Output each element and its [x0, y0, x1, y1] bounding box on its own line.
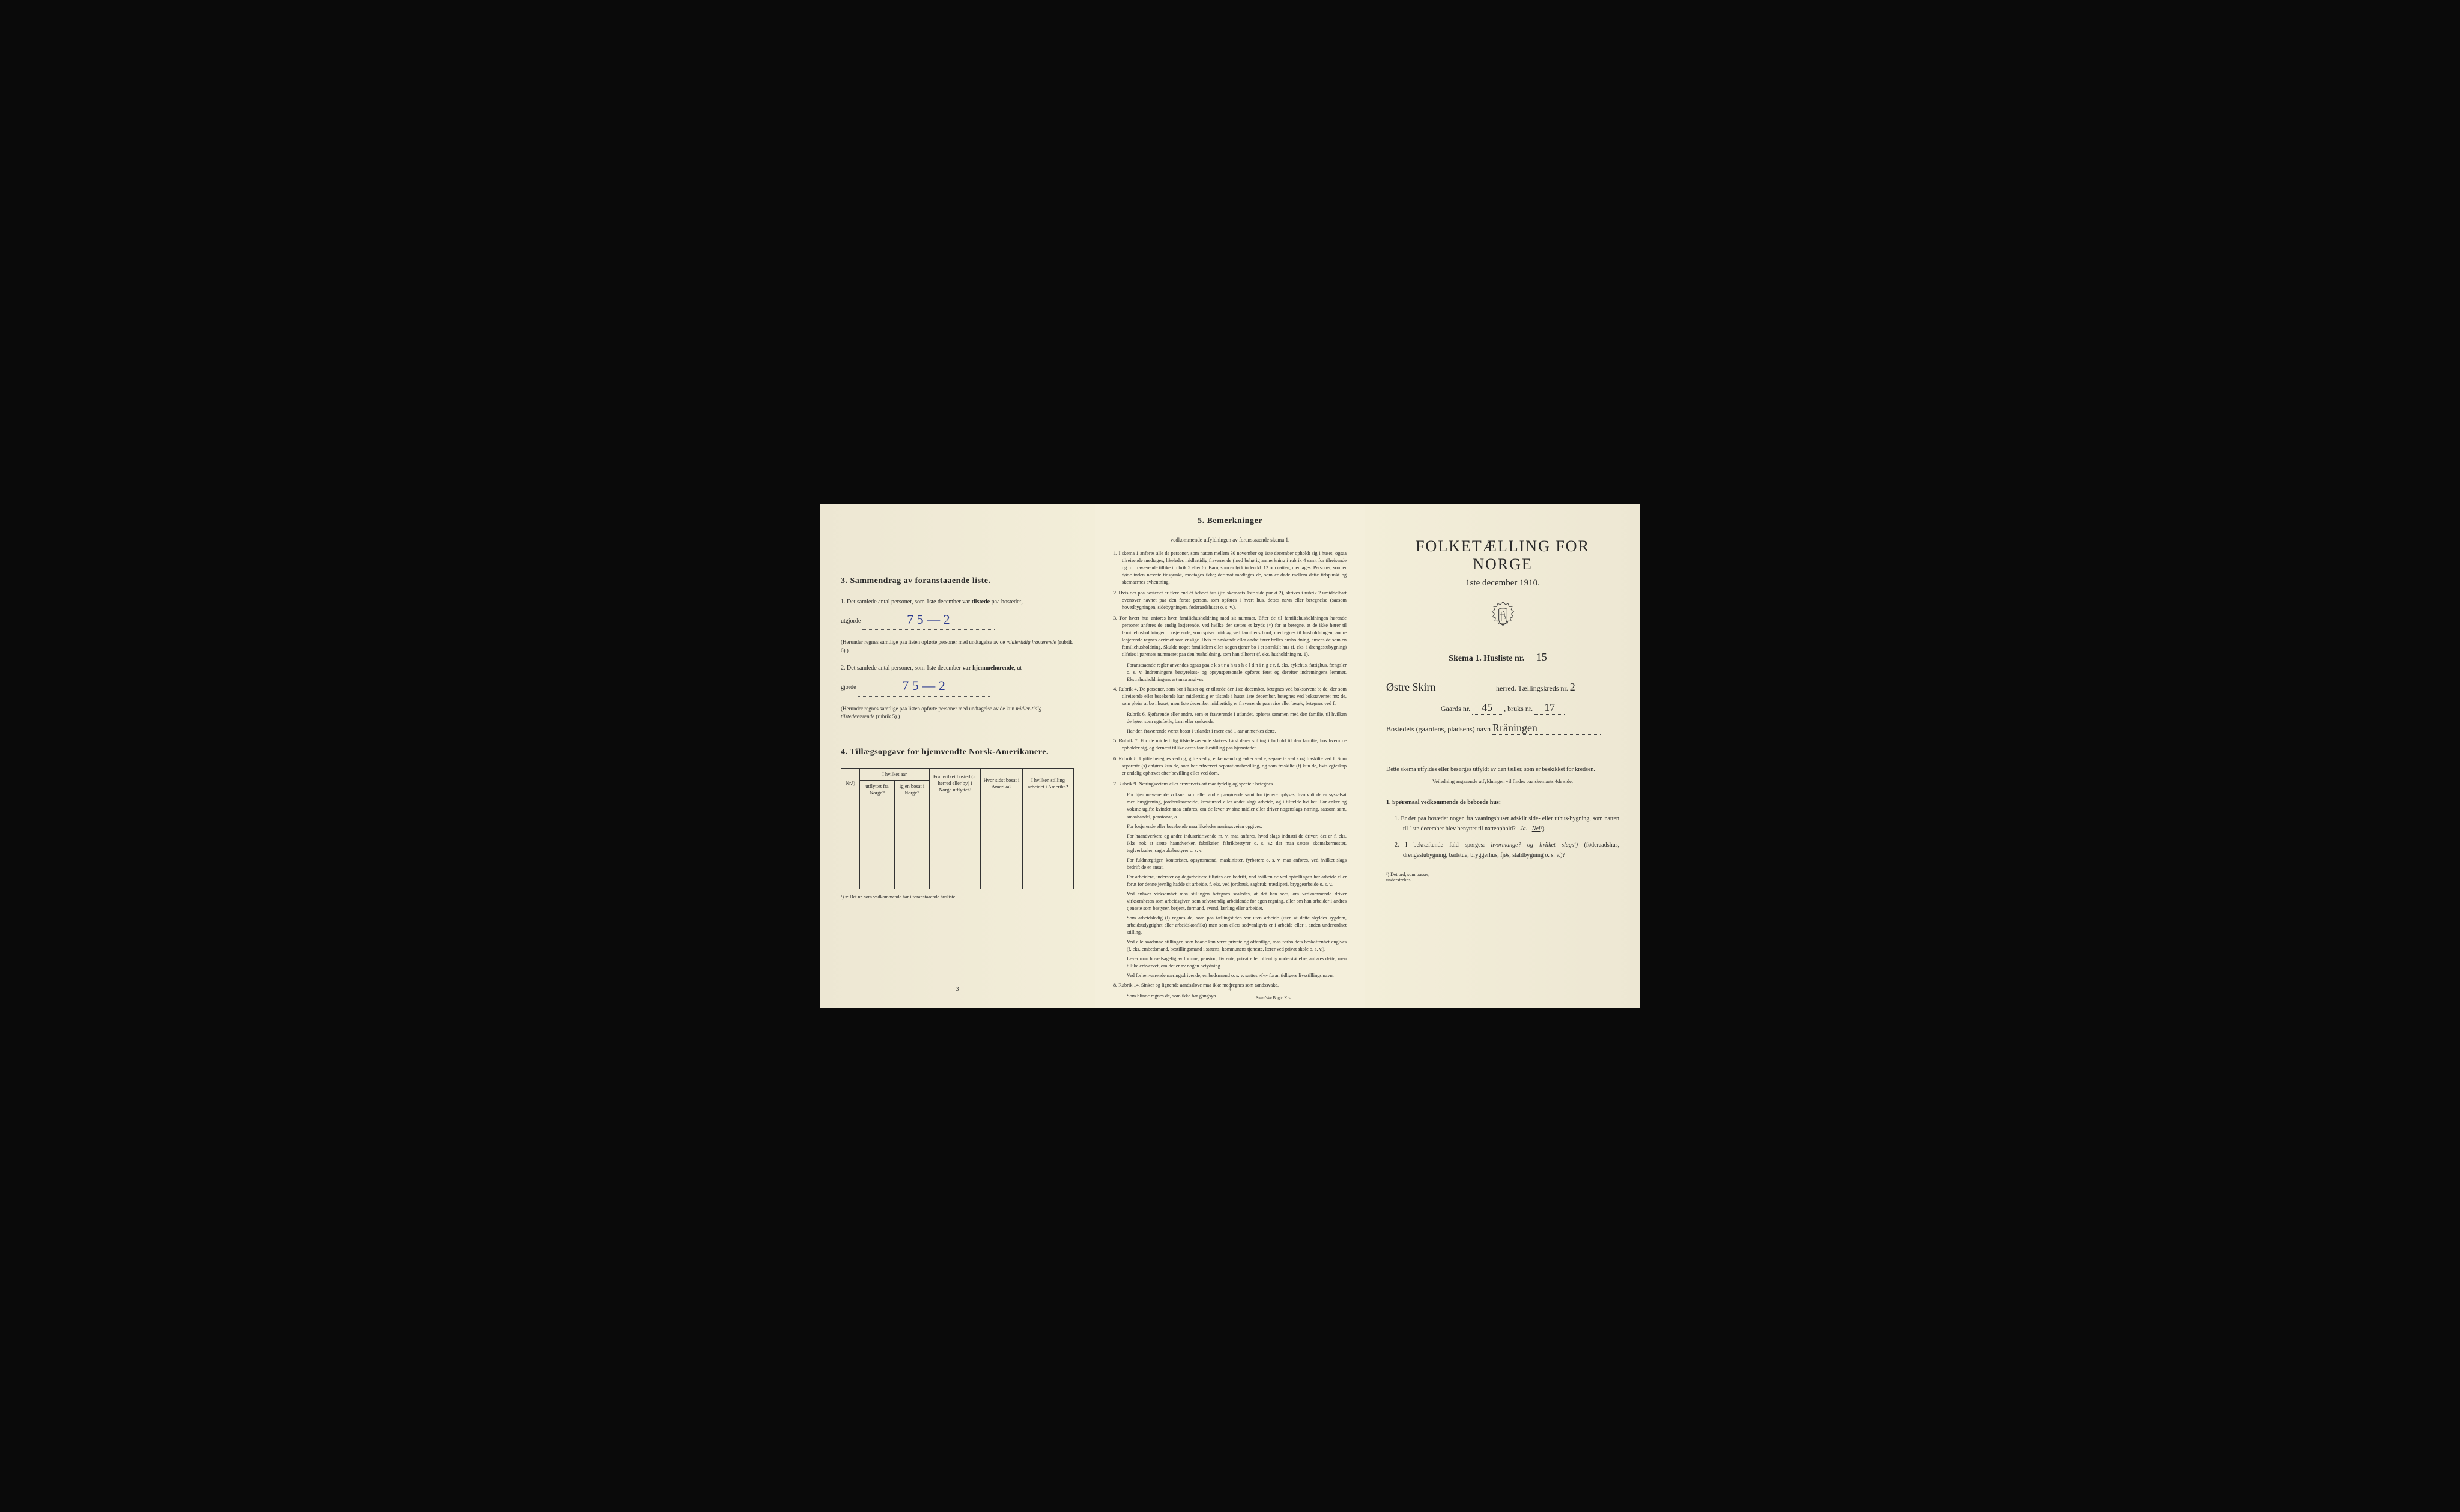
norway-crest-icon: [1486, 600, 1519, 637]
remark-7: 7. Rubrik 9. Næringsveiens eller erhverv…: [1113, 781, 1347, 788]
herred-label: herred. Tællingskreds nr.: [1496, 684, 1568, 692]
item2-lead: 2. Det samlede antal personer, som 1ste …: [841, 665, 961, 671]
remark-7g: Ved enhver virksomhet maa stillingen bet…: [1113, 891, 1347, 912]
question-1: 1. Er der paa bostedet nogen fra vaaning…: [1386, 814, 1619, 834]
question-2: 2. I bekræftende fald spørges: hvormange…: [1386, 840, 1619, 860]
item1-paren: (Herunder regnes samtlige paa listen opf…: [841, 638, 1074, 655]
summary-item-2: 2. Det samlede antal personer, som 1ste …: [841, 663, 1074, 696]
bosted-label: Bostedets (gaardens, pladsens) navn: [1386, 725, 1491, 733]
q1-nei: Nei: [1532, 826, 1541, 832]
table-row: [841, 871, 1074, 889]
item2-value: 7 5 — 2: [902, 678, 945, 693]
remark-8b: Som blinde regnes de, som ikke har gangs…: [1113, 993, 1347, 1000]
th-aar: I hvilket aar: [859, 768, 929, 780]
table-row: [841, 853, 1074, 871]
item2-word: var hjemmehørende: [962, 665, 1014, 671]
item2-paren: (Herunder regnes samtlige paa listen opf…: [841, 705, 1074, 721]
remark-7k: Ved forhenværende næringsdrivende, embed…: [1113, 972, 1347, 979]
remark-7h: Som arbeidsledig (l) regnes de, som paa …: [1113, 915, 1347, 936]
skema-value: 15: [1536, 651, 1547, 663]
section5-subtitle: vedkommende utfyldningen av foranstaaend…: [1113, 537, 1347, 543]
th-stilling: I hvilken stilling arbeidet i Amerika?: [1022, 768, 1073, 799]
th-nr: Nr.¹): [841, 768, 860, 799]
section4-title: 4. Tillægsopgave for hjemvendte Norsk-Am…: [841, 748, 1074, 757]
gaards-value: 45: [1482, 701, 1492, 713]
table-footnote: ¹) ɔ: Det nr. som vedkommende har i fora…: [841, 894, 1074, 900]
th-fra: Fra hvilket bosted (ɔ: herred eller by) …: [930, 768, 981, 799]
skema-label: Skema 1. Husliste nr.: [1449, 654, 1524, 663]
q1-ja: Ja.: [1520, 826, 1527, 832]
panel-right: FOLKETÆLLING FOR NORGE 1ste december 191…: [1365, 504, 1640, 1008]
panel-middle: 5. Bemerkninger vedkommende utfyldningen…: [1095, 504, 1365, 1008]
remark-1: 1. I skema 1 anføres alle de personer, s…: [1113, 550, 1347, 586]
th-igjen: igjen bosat i Norge?: [895, 780, 930, 799]
table-row: [841, 817, 1074, 835]
remark-7j: Lever man hovedsagelig av formue, pensio…: [1113, 955, 1347, 970]
remark-3: 3. For hvert hus anføres hver familiehus…: [1113, 615, 1347, 658]
remark-7b: For hjemmeværende voksne barn eller andr…: [1113, 791, 1347, 820]
remark-7f: For arbeidere, inderster og dagarbeidere…: [1113, 874, 1347, 888]
herred-line: Østre Skirn herred. Tællingskreds nr. 2: [1386, 681, 1619, 694]
remark-4b: Rubrik 6. Sjøfarende eller andre, som er…: [1113, 711, 1347, 725]
tri-fold-document: 3. Sammendrag av foranstaaende liste. 1.…: [820, 504, 1640, 1008]
gaards-line: Gaards nr. 45 , bruks nr. 17: [1386, 701, 1619, 715]
bosted-line: Bostedets (gaardens, pladsens) navn Rrån…: [1386, 722, 1619, 735]
section5-title: 5. Bemerkninger: [1113, 516, 1347, 526]
bruks-label: , bruks nr.: [1504, 704, 1533, 713]
remarks-list: 1. I skema 1 anføres alle de personer, s…: [1113, 550, 1347, 1000]
remark-7c: For losjerende eller besøkende maa likel…: [1113, 823, 1347, 830]
kreds-value: 2: [1570, 681, 1575, 693]
bosted-value: Rråningen: [1492, 722, 1538, 734]
item2-tail: , ut-: [1014, 665, 1023, 671]
emigrant-table: Nr.¹) I hvilket aar Fra hvilket bosted (…: [841, 768, 1074, 889]
item1-lead: 1. Det samlede antal personer, som 1ste …: [841, 599, 970, 605]
remark-7e: For fuldmægtiger, kontorister, opsynsmæn…: [1113, 857, 1347, 871]
printer-credit: Steen'ske Bogtr. Kr.a.: [1256, 996, 1292, 1000]
questions-block: 1. Spørsmaal vedkommende de beboede hus:…: [1386, 797, 1619, 860]
remark-3b: Foranstaaende regler anvendes ogsaa paa …: [1113, 662, 1347, 683]
section3-title: 3. Sammendrag av foranstaaende liste.: [841, 576, 1074, 586]
th-utflyttet: utflyttet fra Norge?: [859, 780, 894, 799]
right-footnote: ¹) Det ord, som passer, understrekes.: [1386, 869, 1452, 883]
remark-7d: For haandverkere og andre industridriven…: [1113, 833, 1347, 854]
skema-line: Skema 1. Husliste nr. 15: [1386, 651, 1619, 664]
bruks-value: 17: [1544, 701, 1555, 713]
page-number-middle: 4: [1229, 986, 1232, 993]
summary-item-1: 1. Det samlede antal personer, som 1ste …: [841, 597, 1074, 630]
th-hvor: Hvor sidst bosat i Amerika?: [981, 768, 1023, 799]
item1-utgjorde: utgjorde: [841, 618, 861, 624]
remark-2: 2. Hvis der paa bostedet er flere end ét…: [1113, 590, 1347, 611]
item1-tail: paa bostedet,: [992, 599, 1023, 605]
item1-word: tilstede: [972, 599, 990, 605]
main-date: 1ste december 1910.: [1386, 578, 1619, 588]
page-number-left: 3: [956, 986, 959, 993]
veiledning-text: Veiledning angaaende utfyldningen vil fi…: [1386, 778, 1619, 784]
questions-heading: 1. Spørsmaal vedkommende de beboede hus:: [1386, 797, 1619, 808]
panel-left: 3. Sammendrag av foranstaaende liste. 1.…: [820, 504, 1095, 1008]
table-row: [841, 835, 1074, 853]
item1-value: 7 5 — 2: [907, 612, 950, 627]
remark-7i: Ved alle saadanne stillinger, som baade …: [1113, 939, 1347, 953]
remark-5: 5. Rubrik 7. For de midlertidig tilstede…: [1113, 737, 1347, 752]
item2-gjorde: gjorde: [841, 684, 856, 691]
remark-4: 4. Rubrik 4. De personer, som bor i huse…: [1113, 686, 1347, 707]
main-title: FOLKETÆLLING FOR NORGE: [1386, 537, 1619, 573]
gaards-label: Gaards nr.: [1441, 704, 1470, 713]
herred-value: Østre Skirn: [1386, 681, 1436, 693]
remark-4c: Har den fraværende været bosat i utlande…: [1113, 728, 1347, 735]
remark-6: 6. Rubrik 8. Ugifte betegnes ved ug, gif…: [1113, 755, 1347, 777]
instruction-text: Dette skema utfyldes eller besørges utfy…: [1386, 765, 1619, 775]
table-row: [841, 799, 1074, 817]
